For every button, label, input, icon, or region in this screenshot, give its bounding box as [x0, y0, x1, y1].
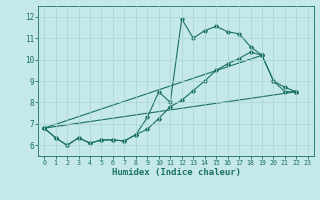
X-axis label: Humidex (Indice chaleur): Humidex (Indice chaleur) [111, 168, 241, 177]
